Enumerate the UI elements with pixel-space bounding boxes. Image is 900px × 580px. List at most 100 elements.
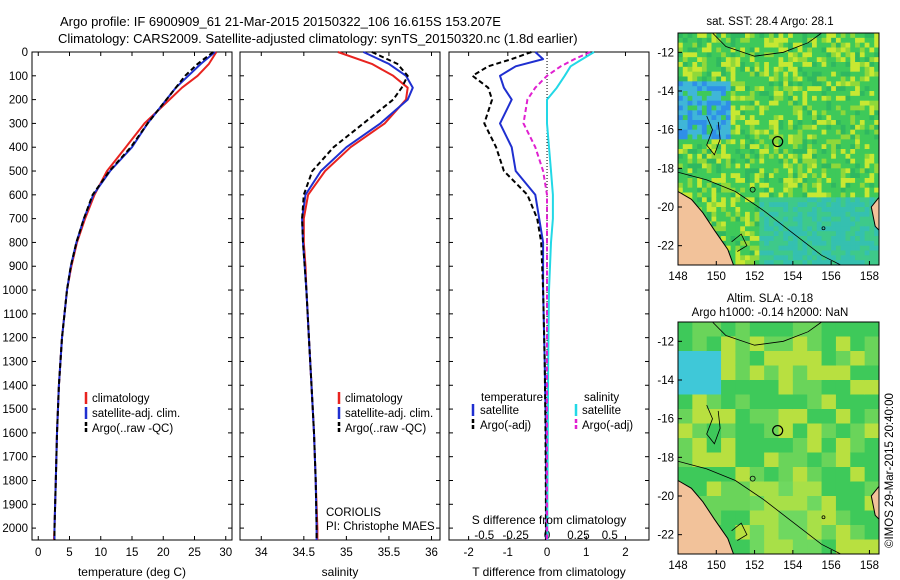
sst-title: sat. SST: 28.4 Argo: 28.1 [706, 16, 833, 28]
map-cell [874, 37, 880, 44]
map-cell [845, 197, 851, 203]
map-cell [773, 245, 779, 251]
x-tick-label: 15 [126, 547, 139, 559]
map-cell [759, 226, 765, 232]
map-cell [725, 139, 732, 145]
map-cell [783, 105, 789, 111]
map-cell [797, 120, 803, 126]
map-cell [783, 95, 789, 102]
map-cell [687, 192, 693, 198]
map-cell [783, 192, 789, 198]
map-cell [869, 91, 875, 97]
reef-outline [749, 186, 756, 193]
map-cell [812, 105, 818, 111]
map-cell [778, 33, 784, 39]
map-cell [855, 42, 861, 48]
map-cell [792, 47, 799, 53]
map-cell [735, 481, 751, 497]
map-cell [792, 33, 799, 39]
map-cell [850, 231, 856, 237]
map-cell [869, 197, 875, 203]
map-cell [788, 158, 794, 164]
map-cell [812, 211, 818, 218]
map-cell [716, 163, 722, 169]
map-cell [855, 231, 861, 237]
map-cell [764, 52, 770, 58]
map-cell [869, 202, 875, 208]
map-cell [730, 42, 736, 48]
map-cell [831, 182, 837, 189]
map-cell [773, 216, 779, 222]
map-cell [845, 139, 851, 145]
map-cell [706, 187, 712, 193]
map-cell [745, 86, 751, 92]
map-cell [697, 197, 703, 203]
map-cell [711, 37, 717, 44]
map-frame [677, 32, 880, 266]
map-cell [797, 100, 803, 106]
map-cell [797, 81, 803, 87]
map-cell [730, 100, 736, 106]
map-cell [812, 260, 818, 266]
map-cell [859, 211, 866, 218]
map-cell [792, 221, 799, 227]
map-cell [754, 197, 760, 203]
map-cell [826, 100, 832, 106]
map-cell [792, 42, 799, 48]
map-cell [678, 76, 684, 82]
map-cell [835, 260, 842, 266]
map-cell [768, 192, 775, 198]
map-cell [768, 76, 775, 82]
map-cell [768, 144, 775, 150]
map-cell [768, 37, 775, 44]
y-tick-label: 600 [9, 190, 28, 202]
map-cell [783, 187, 789, 193]
map-cell [850, 192, 856, 198]
map-cell [706, 207, 712, 213]
map-cell [797, 52, 803, 58]
map-cell [802, 66, 808, 73]
map-cell [840, 182, 846, 189]
map-cell [716, 231, 722, 237]
map-cell [725, 197, 732, 203]
map-cell [792, 91, 799, 97]
map-cell [864, 144, 870, 150]
argo-position-marker [772, 424, 784, 437]
map-cell [768, 62, 775, 68]
map-cell [706, 380, 722, 395]
map-cell [764, 124, 770, 131]
y-tick-label: -22 [657, 241, 674, 253]
map-cell [835, 42, 842, 48]
map-cell [859, 250, 866, 256]
map-cell [821, 481, 837, 497]
map-cell [678, 423, 693, 439]
map-cell [711, 197, 717, 203]
map-cell [711, 71, 717, 77]
map-cell [816, 211, 823, 218]
map-cell [874, 163, 880, 169]
map-cell [850, 423, 866, 439]
map-cell [859, 149, 866, 155]
map-cell [859, 207, 866, 213]
map-cell [788, 245, 794, 251]
map-cell [735, 322, 751, 337]
map-cell [759, 91, 765, 97]
map-cell [816, 57, 823, 63]
map-cell [855, 66, 861, 73]
map-cell [754, 202, 760, 208]
map-cell [807, 365, 823, 381]
map-cell [730, 255, 736, 261]
map-cell [864, 255, 870, 261]
map-cell [759, 231, 765, 237]
map-cell [768, 226, 775, 232]
map-cell [721, 365, 736, 381]
map-cell [687, 120, 693, 126]
map-cell [701, 207, 708, 213]
map-cell [764, 260, 770, 266]
map-cell [759, 149, 765, 155]
map-cell [816, 37, 823, 44]
y-tick-label: 1900 [2, 499, 28, 511]
map-cell [840, 226, 846, 232]
map-cell [874, 115, 880, 121]
map-cell [678, 37, 684, 44]
